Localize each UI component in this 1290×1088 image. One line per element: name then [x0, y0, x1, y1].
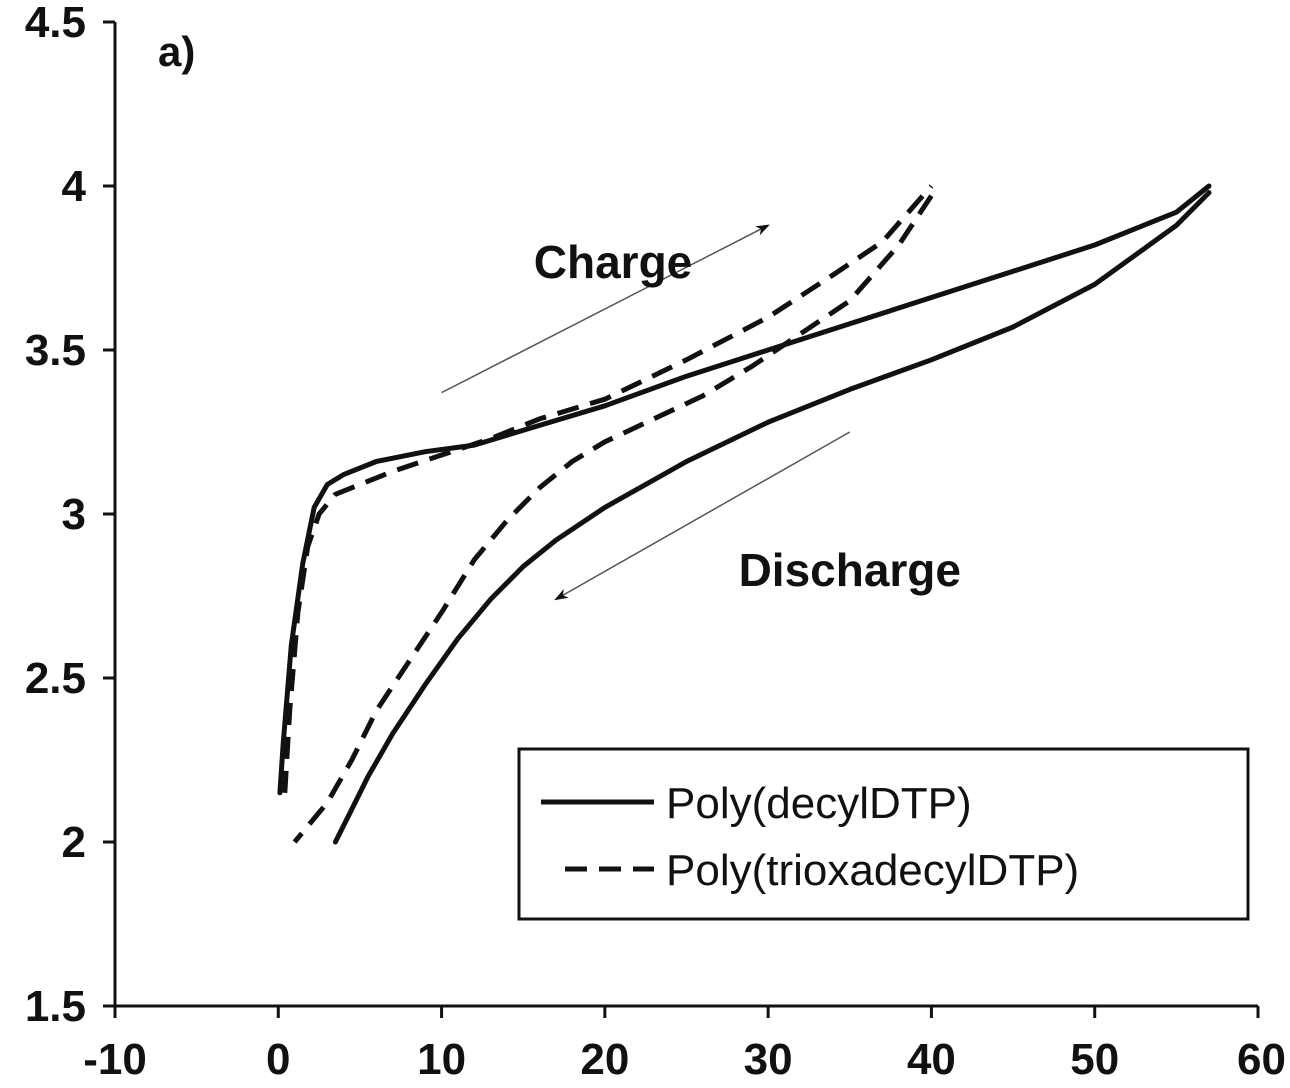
- x-tick-label: 50: [1070, 1035, 1119, 1084]
- y-tick-label: 2.5: [25, 654, 86, 703]
- series-1-charge-curve: [282, 184, 934, 793]
- arrow-layer: [441, 224, 851, 601]
- legend-label-poly-decyl: Poly(decylDTP): [666, 779, 972, 828]
- y-tick-label: 4: [62, 162, 87, 211]
- x-tick-label: 20: [580, 1035, 629, 1084]
- y-tick-label: 2: [62, 818, 86, 867]
- y-tick-label: 4.5: [25, 0, 86, 47]
- x-tick-label: 40: [907, 1035, 956, 1084]
- x-tick-label: 30: [744, 1035, 793, 1084]
- legend-box: [517, 747, 1250, 921]
- x-axis-ticks: -10 0 10 20 30 40 50 60: [83, 1006, 1286, 1084]
- discharge-arrow: [554, 431, 851, 601]
- annotation-charge: Charge: [534, 236, 692, 288]
- y-axis-ticks: 1.5 2 2.5 3 3.5 4 4.5: [25, 0, 115, 1031]
- series-0-discharge-curve: [332, 190, 1212, 845]
- charge-arrow: [441, 224, 770, 394]
- series-layer: [277, 183, 1212, 845]
- series-0-charge-curve: [277, 183, 1212, 796]
- y-tick-label: 3.5: [25, 326, 86, 375]
- panel-label: a): [158, 28, 195, 75]
- x-tick-label: 10: [417, 1035, 466, 1084]
- legend-label-poly-trioxadecyl: Poly(trioxadecylDTP): [666, 846, 1079, 895]
- annotation-discharge: Discharge: [739, 544, 961, 596]
- x-tick-label: 0: [266, 1035, 290, 1084]
- y-tick-label: 1.5: [25, 982, 86, 1031]
- x-tick-label: -10: [83, 1035, 147, 1084]
- x-tick-label: 60: [1237, 1035, 1286, 1084]
- y-tick-label: 3: [62, 490, 86, 539]
- series-1-discharge-curve: [292, 194, 934, 844]
- legend: Poly(decylDTP) Poly(trioxadecylDTP): [517, 747, 1250, 921]
